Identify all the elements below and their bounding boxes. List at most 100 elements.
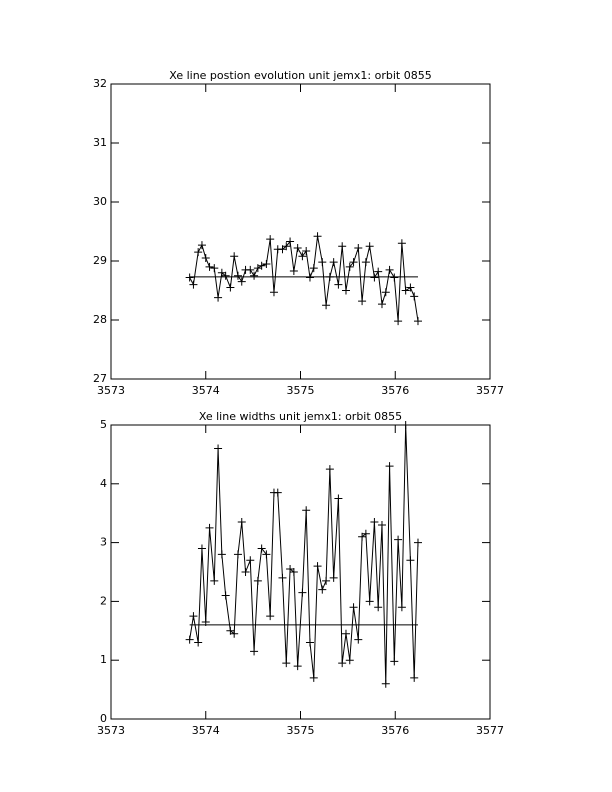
point-marker [322, 576, 331, 585]
point-marker [345, 656, 354, 665]
point-marker [390, 657, 399, 666]
point-marker [286, 237, 295, 246]
point-marker [266, 612, 275, 621]
point-marker [313, 232, 322, 241]
point-marker [250, 271, 259, 280]
point-marker [394, 535, 403, 544]
point-marker [410, 292, 419, 301]
point-marker [381, 679, 390, 688]
point-marker [370, 273, 379, 282]
point-marker [189, 612, 198, 621]
point-marker [349, 603, 358, 612]
point-marker [257, 544, 266, 553]
point-marker [410, 673, 419, 682]
point-marker [197, 544, 206, 553]
plot-frame [110, 83, 491, 380]
point-marker [305, 273, 314, 282]
point-marker [205, 523, 214, 532]
point-marker [394, 317, 403, 326]
x-tick-label: 3576 [381, 384, 409, 397]
point-marker [309, 264, 318, 273]
point-marker [253, 576, 262, 585]
point-marker [289, 267, 298, 276]
point-marker [318, 585, 327, 594]
y-tick-label: 28 [93, 313, 107, 326]
point-marker [313, 562, 322, 571]
point-marker [278, 573, 287, 582]
point-marker [246, 265, 255, 274]
x-tick-label: 3575 [287, 724, 315, 737]
point-marker [377, 300, 386, 309]
point-marker [293, 244, 302, 253]
point-marker [185, 273, 194, 282]
y-tick-label: 27 [93, 372, 107, 385]
point-marker [237, 277, 246, 286]
point-marker [217, 550, 226, 559]
point-marker [241, 568, 250, 576]
point-marker [309, 673, 318, 682]
point-marker [338, 659, 347, 668]
point-marker [298, 252, 307, 261]
point-marker [210, 264, 219, 273]
y-tick-label: 5 [100, 418, 107, 431]
point-marker [361, 258, 370, 267]
point-marker [390, 273, 399, 282]
point-marker [374, 603, 383, 612]
point-marker [385, 265, 394, 274]
point-marker [293, 662, 302, 671]
point-marker [334, 494, 343, 503]
point-marker [221, 591, 230, 600]
point-marker [302, 506, 311, 515]
point-marker [397, 603, 406, 612]
point-marker [305, 638, 314, 647]
point-marker [289, 568, 298, 576]
point-marker [201, 617, 210, 626]
x-tick-label: 3577 [476, 724, 504, 737]
point-marker [377, 520, 386, 529]
x-tick-label: 3573 [97, 724, 125, 737]
point-marker [226, 283, 235, 292]
point-marker [354, 244, 363, 253]
y-tick-label: 31 [93, 136, 107, 149]
point-marker [302, 246, 311, 255]
y-tick-label: 32 [93, 77, 107, 90]
point-marker [374, 267, 383, 276]
point-marker [406, 283, 415, 292]
point-marker [329, 573, 338, 582]
y-tick-label: 4 [100, 477, 107, 490]
point-marker [233, 271, 242, 280]
point-marker [221, 271, 230, 280]
x-tick-label: 3574 [192, 724, 220, 737]
data-line [189, 236, 419, 322]
point-marker [201, 254, 210, 263]
point-marker [381, 288, 390, 297]
point-marker [262, 259, 271, 268]
point-marker [282, 242, 291, 251]
point-marker [194, 248, 203, 257]
point-marker [401, 286, 410, 295]
point-marker [406, 556, 415, 565]
point-marker [318, 258, 327, 267]
plot-frame [110, 424, 491, 720]
point-marker [341, 286, 350, 295]
y-tick-label: 29 [93, 254, 107, 267]
point-marker [230, 252, 239, 261]
point-marker [401, 421, 410, 429]
point-marker [325, 465, 334, 474]
chart-title: Xe line postion evolution unit jemx1: or… [169, 69, 431, 82]
point-marker [370, 518, 379, 527]
point-marker [197, 241, 206, 250]
point-marker [273, 488, 282, 497]
point-marker [361, 529, 370, 538]
point-marker [194, 638, 203, 647]
point-marker [354, 635, 363, 644]
point-marker [358, 297, 367, 306]
point-marker [237, 518, 246, 527]
y-tick-label: 0 [100, 712, 107, 725]
point-marker [397, 239, 406, 248]
point-marker [365, 597, 374, 606]
point-marker [282, 659, 291, 668]
x-tick-label: 3577 [476, 384, 504, 397]
point-marker [322, 301, 331, 310]
